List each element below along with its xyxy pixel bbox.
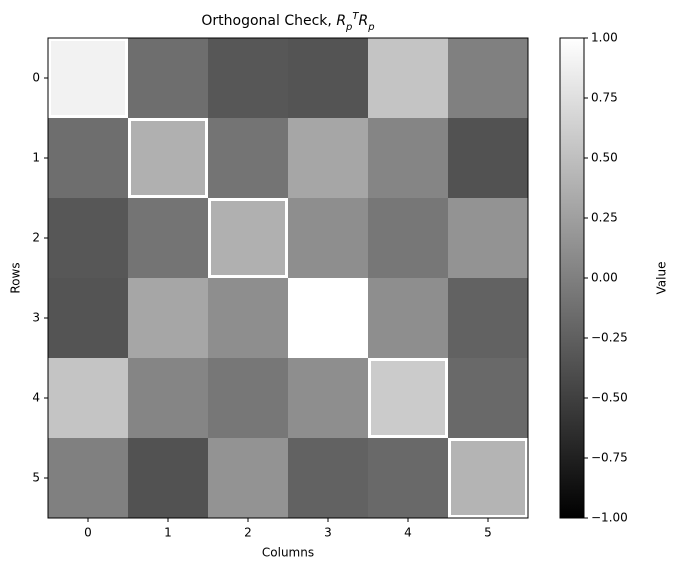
plot-frame <box>47 37 529 519</box>
heatmap-cell <box>128 38 208 118</box>
y-tick-label: 5 <box>32 471 40 485</box>
heatmap-cell <box>208 278 288 358</box>
heatmap-cell <box>288 38 368 118</box>
diagonal-highlight <box>48 38 128 118</box>
heatmap-cell <box>288 118 368 198</box>
colorbar-tick-label: −0.75 <box>591 451 628 465</box>
x-tick-label: 0 <box>84 526 92 540</box>
chart-title: Orthogonal Check, RpTRp <box>201 11 374 33</box>
heatmap-cell <box>368 278 448 358</box>
heatmap-cell <box>128 438 208 518</box>
colorbar-tick-label: −1.00 <box>591 511 628 525</box>
colorbar-tick-label: 0.75 <box>591 91 618 105</box>
title-part: p <box>345 22 352 33</box>
title-part: p <box>367 22 374 33</box>
y-tick-label: 2 <box>32 231 40 245</box>
colorbar-tick-label: −0.25 <box>591 331 628 345</box>
heatmap-cell <box>368 358 448 438</box>
heatmap-cell <box>448 38 528 118</box>
title-part: Orthogonal Check, <box>201 13 336 29</box>
heatmap-cell <box>448 118 528 198</box>
heatmap-cell <box>368 198 448 278</box>
colorbar <box>559 37 585 519</box>
colorbar-tick-label: 0.50 <box>591 151 618 165</box>
title-part: R <box>359 13 369 29</box>
heatmap-cell <box>448 358 528 438</box>
heatmap-cell <box>448 438 528 518</box>
heatmap-cell <box>128 198 208 278</box>
colorbar-label: Value <box>655 262 669 295</box>
y-axis-label: Rows <box>9 262 23 293</box>
y-tick-label: 1 <box>32 151 40 165</box>
x-tick-label: 3 <box>324 526 332 540</box>
heatmap-cell <box>48 118 128 198</box>
x-tick-label: 2 <box>244 526 252 540</box>
heatmap-cell <box>48 278 128 358</box>
diagonal-highlight <box>368 358 448 438</box>
heatmap-cell <box>368 38 448 118</box>
heatmap-cell <box>448 278 528 358</box>
heatmap-cell <box>208 38 288 118</box>
heatmap-cell <box>288 278 368 358</box>
colorbar-tick-label: −0.50 <box>591 391 628 405</box>
heatmap-cell <box>208 118 288 198</box>
heatmap-cell <box>208 198 288 278</box>
heatmap-cell <box>288 358 368 438</box>
y-tick-label: 4 <box>32 391 40 405</box>
diagonal-highlight <box>128 118 208 198</box>
y-tick-label: 0 <box>32 71 40 85</box>
diagonal-highlight <box>208 198 288 278</box>
colorbar-tick-label: 0.00 <box>591 271 618 285</box>
diagonal-highlight <box>448 438 528 518</box>
heatmap-cell <box>48 38 128 118</box>
heatmap-cell <box>48 358 128 438</box>
x-tick-label: 4 <box>404 526 412 540</box>
colorbar-tick-label: 0.25 <box>591 211 618 225</box>
heatmap-cell <box>288 438 368 518</box>
heatmap-cell <box>288 198 368 278</box>
heatmap-cell <box>128 358 208 438</box>
heatmap-cell <box>128 118 208 198</box>
heatmap-cell <box>368 438 448 518</box>
heatmap-cell <box>368 118 448 198</box>
heatmap-cell <box>208 358 288 438</box>
x-tick-label: 5 <box>484 526 492 540</box>
heatmap-cell <box>448 198 528 278</box>
colorbar-tick-label: 1.00 <box>591 31 618 45</box>
heatmap-cell <box>208 438 288 518</box>
y-tick-label: 3 <box>32 311 40 325</box>
heatmap-cell <box>48 198 128 278</box>
title-part: T <box>352 11 359 22</box>
x-axis-label: Columns <box>262 546 314 560</box>
x-tick-label: 1 <box>164 526 172 540</box>
heatmap-cell <box>128 278 208 358</box>
heatmap-cell <box>48 438 128 518</box>
title-part: R <box>336 13 346 29</box>
diagonal-highlight <box>288 278 368 358</box>
